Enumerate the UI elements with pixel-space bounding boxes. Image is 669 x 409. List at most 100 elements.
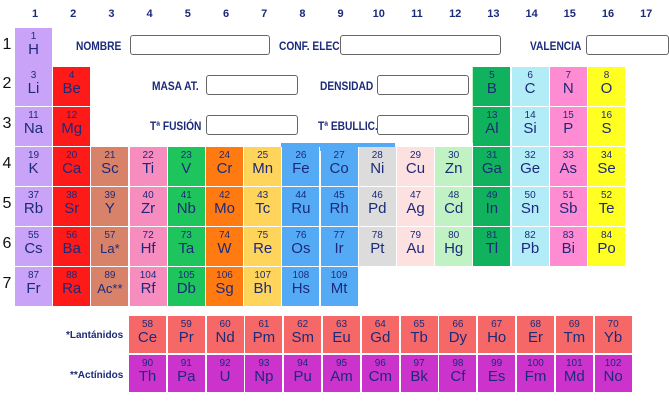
element-cell-ga[interactable]: 31 Ga <box>473 147 512 187</box>
element-cell-th[interactable]: 90 Th <box>129 355 167 393</box>
element-cell-be[interactable]: 4 Be <box>53 67 92 107</box>
element-cell-pr[interactable]: 59 Pr <box>167 316 206 354</box>
element-cell-ti[interactable]: 22 Ti <box>129 147 168 187</box>
element-cell-bk[interactable]: 97 Bk <box>400 355 439 393</box>
element-cell-fm[interactable]: 100 Fm <box>517 355 555 393</box>
element-cell-la[interactable]: 57 La* <box>91 227 130 267</box>
element-cell-sg[interactable]: 106 Sg <box>206 267 244 307</box>
element-cell-pb[interactable]: 82 Pb <box>511 227 550 267</box>
element-cell-li[interactable]: 3 Li <box>15 67 53 107</box>
element-cell-ta[interactable]: 73 Ta <box>167 227 206 267</box>
element-cell-mo[interactable]: 42 Mo <box>206 187 244 227</box>
element-cell-cf[interactable]: 98 Cf <box>439 355 478 393</box>
densidad-input[interactable] <box>377 75 469 95</box>
element-cell-mg[interactable]: 12 Mg <box>53 107 92 147</box>
element-cell-u[interactable]: 92 U <box>206 355 245 393</box>
element-cell-rf[interactable]: 104 Rf <box>129 267 168 307</box>
element-cell-sb[interactable]: 51 Sb <box>549 187 588 227</box>
element-cell-dy[interactable]: 66 Dy <box>439 316 478 354</box>
element-cell-hf[interactable]: 72 Hf <box>129 227 168 267</box>
element-cell-cd[interactable]: 48 Cd <box>435 187 474 227</box>
element-cell-mt[interactable]: 109 Mt <box>320 267 359 307</box>
element-cell-pd[interactable]: 46 Pd <box>358 187 397 227</box>
element-cell-ba[interactable]: 56 Ba <box>53 227 92 267</box>
element-cell-ce[interactable]: 58 Ce <box>129 316 167 354</box>
element-cell-au[interactable]: 79 Au <box>397 227 435 267</box>
element-cell-eu[interactable]: 63 Eu <box>323 316 361 354</box>
element-cell-rb[interactable]: 37 Rb <box>15 187 53 227</box>
element-cell-np[interactable]: 93 Np <box>245 355 284 393</box>
element-cell-gd[interactable]: 64 Gd <box>361 316 400 354</box>
element-cell-fr[interactable]: 87 Fr <box>15 267 53 307</box>
element-cell-pu[interactable]: 94 Pu <box>284 355 323 393</box>
element-cell-hs[interactable]: 108 Hs <box>282 267 321 307</box>
element-cell-y[interactable]: 39 Y <box>91 187 130 227</box>
element-cell-ag[interactable]: 47 Ag <box>397 187 435 227</box>
element-cell-rh[interactable]: 45 Rh <box>320 187 359 227</box>
element-cell-se[interactable]: 34 Se <box>588 147 626 187</box>
element-cell-cm[interactable]: 96 Cm <box>361 355 400 393</box>
element-cell-te[interactable]: 52 Te <box>588 187 626 227</box>
conf-elec-input[interactable] <box>340 35 501 55</box>
element-cell-p[interactable]: 15 P <box>549 107 588 147</box>
element-cell-bi[interactable]: 83 Bi <box>549 227 588 267</box>
element-cell-po[interactable]: 84 Po <box>588 227 626 267</box>
ebullic-input[interactable] <box>377 115 469 135</box>
element-cell-yb[interactable]: 70 Yb <box>594 316 633 354</box>
element-cell-tm[interactable]: 69 Tm <box>555 316 594 354</box>
element-cell-in[interactable]: 49 In <box>473 187 512 227</box>
element-cell-ra[interactable]: 88 Ra <box>53 267 92 307</box>
masa-input[interactable] <box>206 75 298 95</box>
element-cell-ca[interactable]: 20 Ca <box>53 147 92 187</box>
fusion-input[interactable] <box>206 115 298 135</box>
element-cell-md[interactable]: 101 Md <box>555 355 594 393</box>
element-cell-re[interactable]: 75 Re <box>244 227 283 267</box>
element-cell-ni[interactable]: 28 Ni <box>358 147 397 187</box>
element-cell-db[interactable]: 105 Db <box>167 267 206 307</box>
element-cell-zn[interactable]: 30 Zn <box>435 147 474 187</box>
element-cell-cr[interactable]: 24 Cr <box>206 147 244 187</box>
element-cell-sn[interactable]: 50 Sn <box>511 187 550 227</box>
element-cell-sm[interactable]: 62 Sm <box>284 316 323 354</box>
element-cell-cs[interactable]: 55 Cs <box>15 227 53 267</box>
element-cell-ge[interactable]: 32 Ge <box>511 147 550 187</box>
element-cell-pt[interactable]: 78 Pt <box>358 227 397 267</box>
valencia-input[interactable] <box>586 35 669 55</box>
element-cell-pa[interactable]: 91 Pa <box>167 355 206 393</box>
element-cell-os[interactable]: 76 Os <box>282 227 321 267</box>
element-cell-es[interactable]: 99 Es <box>478 355 517 393</box>
element-cell-tb[interactable]: 65 Tb <box>400 316 439 354</box>
element-cell-zr[interactable]: 40 Zr <box>129 187 168 227</box>
element-cell-no[interactable]: 102 No <box>594 355 633 393</box>
element-cell-hg[interactable]: 80 Hg <box>435 227 474 267</box>
element-cell-fe[interactable]: 26 Fe <box>282 147 321 187</box>
element-cell-as[interactable]: 33 As <box>549 147 588 187</box>
element-cell-ru[interactable]: 44 Ru <box>282 187 321 227</box>
element-cell-w[interactable]: 74 W <box>206 227 244 267</box>
element-cell-er[interactable]: 68 Er <box>517 316 555 354</box>
element-cell-tl[interactable]: 81 Tl <box>473 227 512 267</box>
element-cell-na[interactable]: 11 Na <box>15 107 53 147</box>
element-cell-am[interactable]: 95 Am <box>323 355 361 393</box>
element-cell-ac[interactable]: 89 Ac** <box>91 267 130 307</box>
element-cell-co[interactable]: 27 Co <box>320 147 359 187</box>
element-cell-pm[interactable]: 61 Pm <box>245 316 284 354</box>
element-cell-al[interactable]: 13 Al <box>473 107 512 147</box>
element-cell-sr[interactable]: 38 Sr <box>53 187 92 227</box>
nombre-input[interactable] <box>130 35 270 55</box>
element-cell-tc[interactable]: 43 Tc <box>244 187 283 227</box>
element-cell-v[interactable]: 23 V <box>167 147 206 187</box>
element-cell-s[interactable]: 16 S <box>588 107 626 147</box>
element-cell-k[interactable]: 19 K <box>15 147 53 187</box>
element-cell-bh[interactable]: 107 Bh <box>244 267 283 307</box>
element-cell-ir[interactable]: 77 Ir <box>320 227 359 267</box>
element-cell-si[interactable]: 14 Si <box>511 107 550 147</box>
element-cell-ho[interactable]: 67 Ho <box>478 316 517 354</box>
element-cell-nb[interactable]: 41 Nb <box>167 187 206 227</box>
element-cell-mn[interactable]: 25 Mn <box>244 147 283 187</box>
